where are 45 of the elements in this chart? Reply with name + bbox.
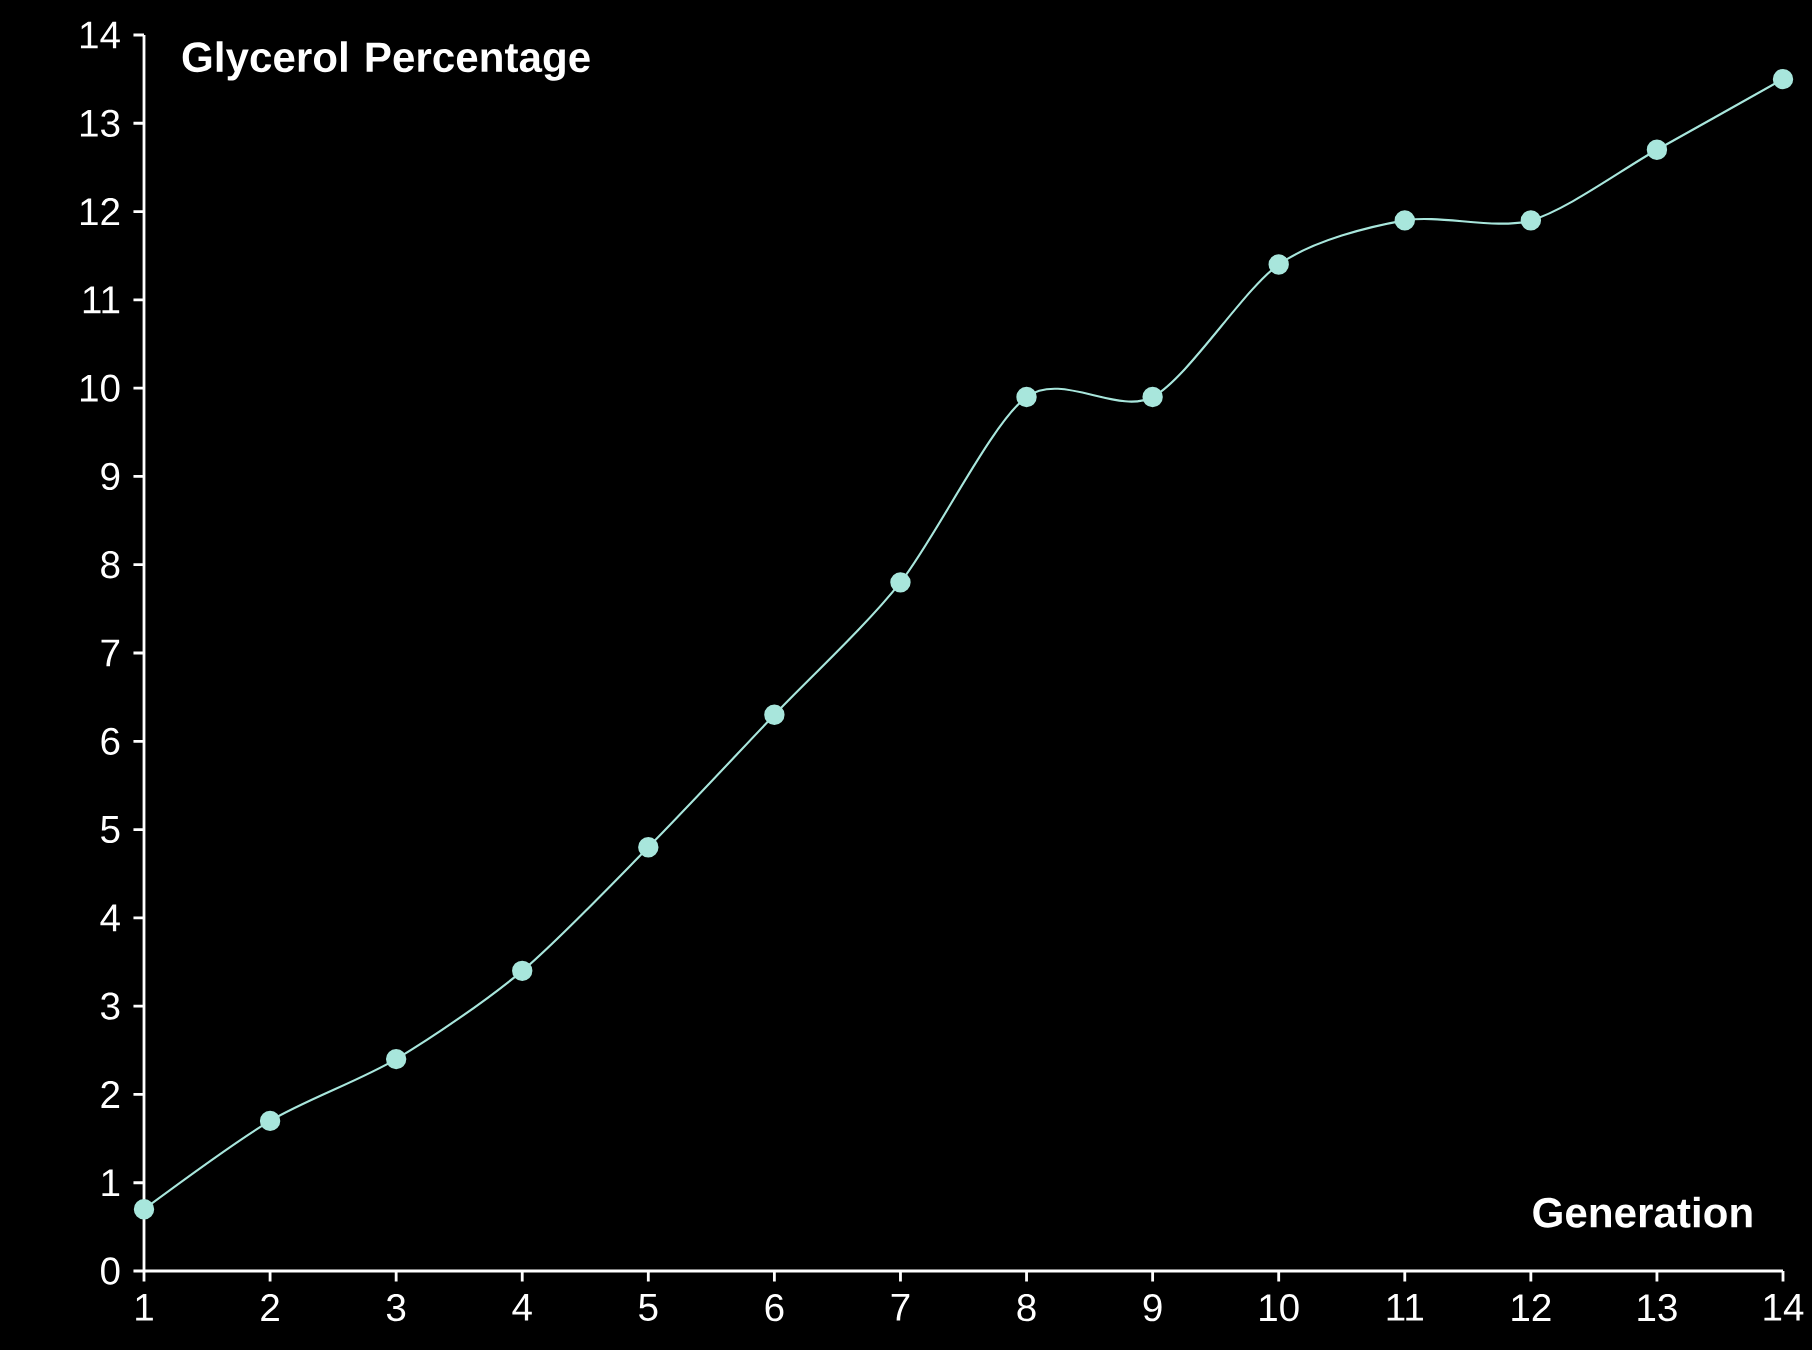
y-tick-label: 7 (101, 639, 120, 667)
x-tick-label: 13 (1638, 1294, 1677, 1322)
x-tick-label: 2 (261, 1294, 279, 1321)
y-tick-label: 9 (101, 462, 120, 491)
y-tick-label: 3 (101, 992, 120, 1020)
y-tick-label: 2 (101, 1080, 120, 1108)
x-tick-label: 4 (512, 1293, 532, 1321)
x-tick-label: 7 (891, 1293, 910, 1321)
point (1520, 210, 1542, 231)
y-tick-label: 4 (100, 904, 120, 932)
point (512, 960, 533, 982)
y-tick-label: 11 (83, 286, 120, 314)
x-tick-label: 1 (136, 1293, 153, 1321)
y-axis-title: Glycerol Percentage (182, 41, 590, 81)
point (764, 704, 785, 725)
point (1394, 210, 1415, 231)
point (259, 1110, 281, 1132)
y-tick-label: 6 (101, 727, 120, 755)
x-tick-label: 5 (639, 1293, 658, 1321)
point (1142, 386, 1163, 408)
point (385, 1048, 407, 1070)
point (890, 572, 911, 593)
x-axis-title: Generation (1533, 1196, 1752, 1228)
x-tick-label: 14 (1764, 1293, 1804, 1321)
y-tick-label: 13 (80, 109, 120, 137)
x-tick-label: 12 (1512, 1294, 1551, 1321)
y-tick-label: 8 (101, 551, 120, 579)
point (1268, 254, 1289, 275)
y-tick-label: 1 (102, 1169, 120, 1197)
y-tick-label: 0 (101, 1257, 120, 1285)
y-tick-label: 5 (101, 816, 120, 844)
point (133, 1199, 155, 1220)
y-tick-label: 10 (80, 374, 120, 402)
point (638, 837, 659, 858)
x-tick-label: 8 (1017, 1294, 1036, 1322)
point (1016, 386, 1037, 408)
x-tick-label: 6 (765, 1294, 784, 1322)
y-tick-label: 14 (80, 21, 120, 49)
x-tick-label: 3 (386, 1294, 406, 1322)
x-tick-label: 11 (1387, 1293, 1423, 1321)
y-tick-label: 12 (80, 198, 120, 226)
x-tick-label: 10 (1260, 1294, 1299, 1322)
x-tick-label: 9 (1143, 1294, 1162, 1322)
point (1772, 68, 1794, 90)
point (1646, 139, 1668, 160)
